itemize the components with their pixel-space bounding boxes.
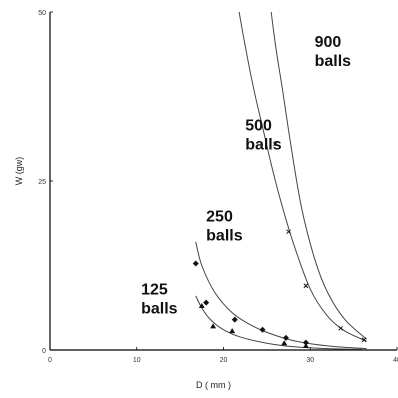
series-curve-2	[238, 11, 367, 342]
series-label-line: balls	[141, 301, 178, 318]
data-point	[286, 229, 291, 235]
data-point	[338, 326, 343, 331]
y-axis-label: W (gw)	[14, 157, 24, 186]
series-label: 250 balls	[206, 209, 243, 245]
series-curve-1	[195, 241, 367, 350]
curves	[195, 11, 367, 350]
data-point	[203, 299, 210, 306]
data-point	[282, 334, 289, 341]
series-curve-3	[270, 11, 367, 340]
data-point	[361, 337, 367, 343]
series-label-line: balls	[245, 136, 282, 153]
x-tick-label: 30	[306, 357, 314, 364]
series-label-line: 250	[206, 209, 233, 226]
x-tick-label: 0	[48, 357, 52, 364]
series-label: 125 balls	[141, 282, 178, 318]
series-curve-0	[195, 295, 363, 350]
y-tick-label: 25	[38, 179, 46, 186]
series-label: 900 balls	[315, 34, 352, 70]
x-tick-label: 10	[133, 357, 141, 364]
y-tick-label: 50	[38, 10, 46, 17]
data-point	[259, 326, 266, 333]
series-label-line: 500	[245, 117, 272, 134]
data-point	[210, 323, 217, 329]
data-point	[198, 303, 205, 309]
x-tick-label: 40	[393, 357, 398, 364]
series-label: 500 balls	[245, 117, 282, 153]
data-point	[303, 283, 309, 289]
x-axis-label: D ( mm )	[196, 380, 231, 390]
x-tick-label: 20	[220, 357, 228, 364]
data-point	[192, 260, 199, 267]
y-tick-label: 0	[42, 348, 46, 355]
axes: 0 10 20 30 40 0 25 50	[38, 10, 398, 364]
markers	[192, 141, 367, 348]
series-label-line: balls	[206, 228, 243, 245]
data-point	[273, 141, 278, 147]
data-point	[231, 316, 238, 323]
series-label-line: 900	[315, 34, 342, 51]
series-label-line: 125	[141, 282, 168, 299]
data-point	[229, 328, 236, 334]
data-point	[302, 339, 309, 346]
series-label-line: balls	[315, 53, 352, 70]
data-point	[281, 340, 288, 346]
